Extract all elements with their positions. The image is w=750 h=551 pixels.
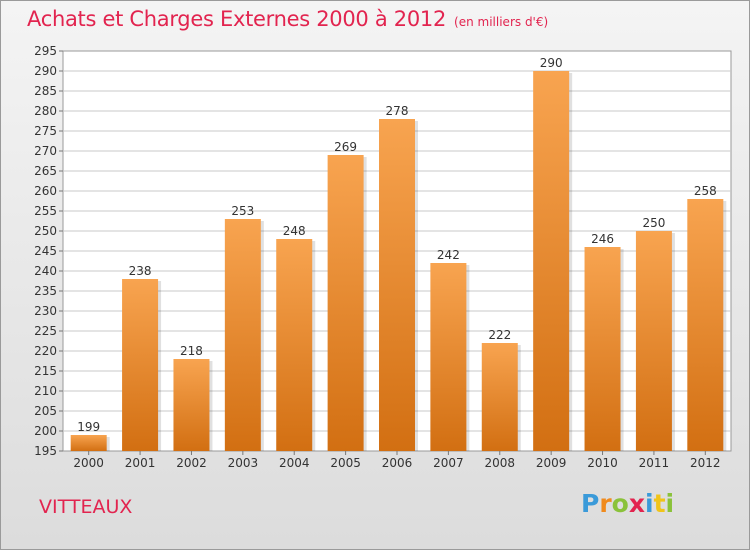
chart-unit: (en milliers d'€) <box>454 15 549 29</box>
x-tick-label: 2001 <box>125 456 156 470</box>
bar <box>122 279 159 451</box>
y-tick-label: 250 <box>34 224 57 238</box>
town-name: VITTEAUX <box>39 496 133 518</box>
y-tick-label: 215 <box>34 364 57 378</box>
bar <box>430 263 467 451</box>
x-tick-label: 2005 <box>330 456 361 470</box>
bar <box>533 71 570 451</box>
logo-letter: i <box>665 489 675 518</box>
bars <box>70 71 727 451</box>
x-tick-label: 2011 <box>639 456 670 470</box>
data-label: 269 <box>334 140 357 154</box>
data-label: 250 <box>642 216 665 230</box>
logo-letter: P <box>581 489 600 518</box>
y-tick-label: 210 <box>34 384 57 398</box>
bar <box>327 155 364 451</box>
bar <box>379 119 415 451</box>
x-tick-label: 2006 <box>382 456 413 470</box>
brand-logo: Proxiti <box>581 489 674 518</box>
y-tick-label: 255 <box>34 204 57 218</box>
bar <box>224 219 261 451</box>
logo-letter: i <box>645 489 654 518</box>
y-tick-label: 230 <box>34 304 57 318</box>
data-label: 242 <box>437 248 460 262</box>
bar <box>635 231 672 451</box>
data-label: 290 <box>540 56 563 70</box>
bar <box>70 435 107 451</box>
y-tick-label: 235 <box>34 284 57 298</box>
data-label: 248 <box>283 224 306 238</box>
y-tick-label: 200 <box>34 424 57 438</box>
logo-letter: o <box>611 489 629 518</box>
y-axis: 195 200 205 210 215 220 225 230 235 240 245 250 255 2… <box>34 44 63 458</box>
y-tick-label: 265 <box>34 164 57 178</box>
y-tick-label: 275 <box>34 124 57 138</box>
data-label: 199 <box>77 420 100 434</box>
x-tick-label: 2008 <box>484 456 515 470</box>
bar <box>173 359 210 451</box>
chart-title: Achats et Charges Externes 2000 à 2012 (e… <box>27 7 548 31</box>
y-tick-label: 195 <box>34 444 57 458</box>
x-tick-label: 2000 <box>73 456 104 470</box>
data-label: 238 <box>129 264 152 278</box>
y-tick-label: 225 <box>34 324 57 338</box>
x-tick-label: 2010 <box>587 456 618 470</box>
y-tick-label: 245 <box>34 244 57 258</box>
y-tick-label: 205 <box>34 404 57 418</box>
data-label: 246 <box>591 232 614 246</box>
data-label: 278 <box>386 104 409 118</box>
x-tick-label: 2003 <box>228 456 259 470</box>
logo-letter: x <box>628 489 645 518</box>
data-label: 218 <box>180 344 203 358</box>
y-tick-label: 295 <box>34 44 57 58</box>
bar <box>584 247 621 451</box>
bar <box>481 343 518 451</box>
y-tick-label: 280 <box>34 104 57 118</box>
x-axis: 2000 2001 2002 2003 2004 2005 2006 2007 2008 2009… <box>73 451 721 470</box>
bar <box>687 199 724 451</box>
x-tick-label: 2012 <box>690 456 721 470</box>
logo-letter: r <box>599 489 612 518</box>
x-tick-label: 2004 <box>279 456 310 470</box>
logo-letter: t <box>653 489 666 518</box>
data-label: 253 <box>231 204 254 218</box>
y-tick-label: 270 <box>34 144 57 158</box>
data-label: 222 <box>488 328 511 342</box>
y-tick-label: 285 <box>34 84 57 98</box>
x-tick-label: 2007 <box>433 456 464 470</box>
x-tick-label: 2002 <box>176 456 207 470</box>
data-labels: 199 238 218 253 248 269 278 242 222 290 246 250 258 <box>77 56 717 434</box>
title-text: Achats et Charges Externes 2000 à 2012 <box>27 7 447 31</box>
bar <box>276 239 313 451</box>
y-tick-label: 260 <box>34 184 57 198</box>
y-tick-label: 240 <box>34 264 57 278</box>
y-tick-label: 220 <box>34 344 57 358</box>
y-tick-label: 290 <box>34 64 57 78</box>
x-tick-label: 2009 <box>536 456 567 470</box>
data-label: 258 <box>694 184 717 198</box>
